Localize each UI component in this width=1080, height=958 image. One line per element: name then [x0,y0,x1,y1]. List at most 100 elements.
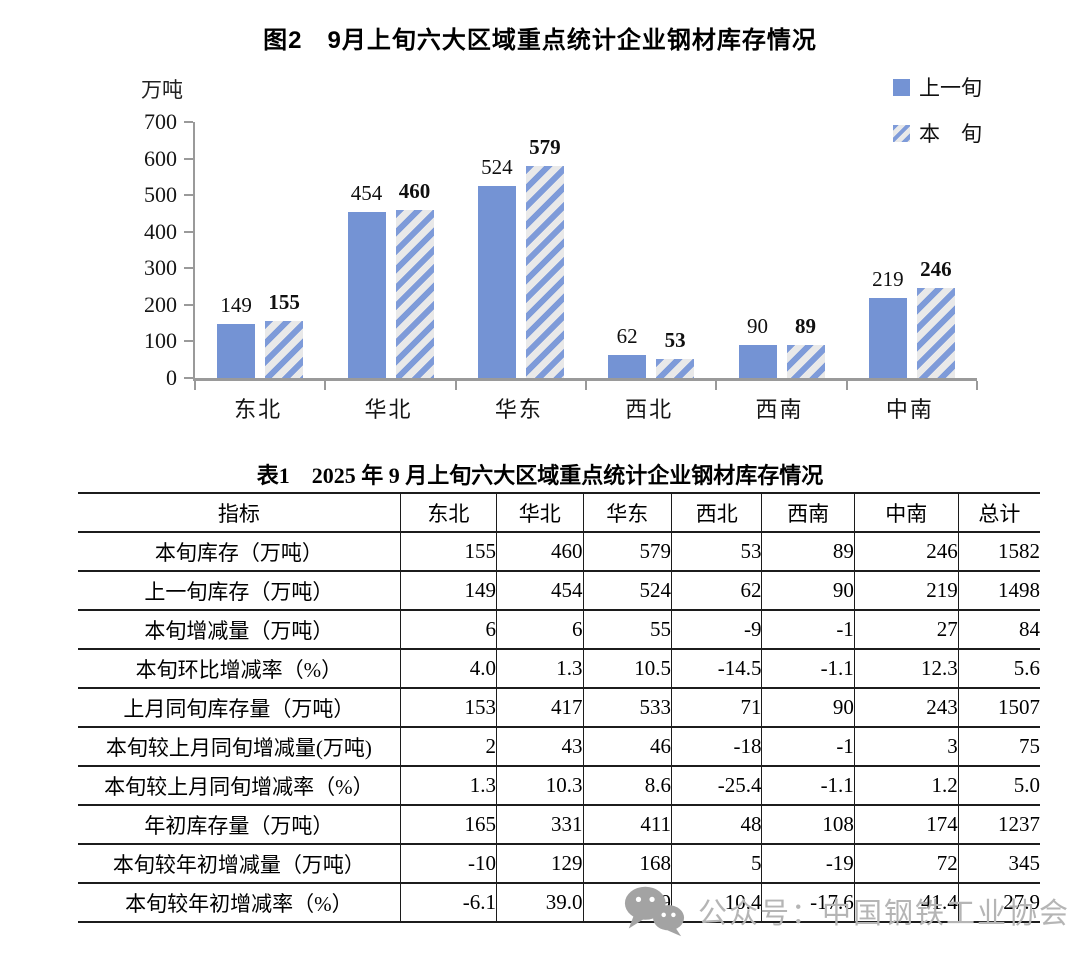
x-axis-tick [845,381,848,390]
legend-swatch-hatch [893,124,910,142]
table-cell: -1.1 [761,766,855,805]
table-cell: -6.1 [399,883,497,922]
table-row-label: 上一旬库存（万吨） [144,579,334,604]
table-cell: 331 [495,805,584,844]
table-row: 本旬较年初增减量（万吨） -10 129 168 5 -19 72 345 [78,844,1040,883]
table-cell: 165 [399,805,497,844]
table-cell: 12.3 [853,649,959,688]
table-cell: 10.3 [495,766,584,805]
table-row-label: 上月同旬库存量（万吨） [123,696,355,721]
table-cell: -17.6 [761,883,855,922]
table-row: 本旬较上月同旬增减率（%） 1.3 10.3 8.6 -25.4 -1.1 1.2 5.0 [78,766,1040,805]
table-cell: 4.0 [399,649,497,688]
bar-prev-5 [868,297,907,378]
bar-current-3 [656,358,695,378]
legend-swatch-solid [893,78,910,96]
y-axis-tick-label: 600 [144,145,177,171]
table-header-cell: 华东 [582,493,672,532]
table-cell: 5 [671,844,762,883]
table-cell: 153 [399,688,497,727]
table-row-label: 本旬较年初增减率（%） [125,891,353,916]
table-cell: 345 [957,844,1040,883]
table-cell: 89 [761,532,855,571]
y-axis-tick [184,340,193,343]
category-label: 华北 [364,397,413,422]
table-cell: 3 [853,727,959,766]
bar-prev-0 [217,323,256,378]
category-label: 中南 [885,397,934,422]
table-cell: 6 [399,610,497,649]
table-row: 本旬较上月同旬增减量(万吨) 2 43 46 -18 -1 3 75 [78,727,1040,766]
table-cell: 417 [495,688,584,727]
table-row: 本旬库存（万吨） 155 460 579 53 89 246 1582 [78,532,1040,571]
table-row: 上一旬库存（万吨） 149 454 524 62 90 219 1498 [78,571,1040,610]
bar-current-4 [786,345,825,378]
table-row: 上月同旬库存量（万吨） 153 417 533 71 90 243 1507 [78,688,1040,727]
table-cell: -1 [761,727,855,766]
table-cell: 1.3 [495,649,584,688]
bar-current-2 [525,166,564,378]
table-cell: -10 [399,844,497,883]
table-cell: 2 [399,727,497,766]
table-cell: 243 [853,688,959,727]
table-cell: 524 [582,571,672,610]
table-cell: 1507 [957,688,1040,727]
table-cell: 454 [495,571,584,610]
bar-value-label: 460 [398,178,431,203]
plot-area: 0 100 200 300 400 500 600 700 149 155 454 460 524 579… [144,109,978,390]
table-cell: 5.6 [957,649,1040,688]
table-cell: 27.9 [957,883,1040,922]
y-axis-tick-label: 300 [144,255,177,281]
bar-value-label: 246 [920,257,952,282]
table-cell: -1.1 [761,649,855,688]
category-label: 西北 [625,397,674,422]
bar-value-label: 155 [268,290,300,315]
x-axis-tick [976,381,978,390]
category-label: 西南 [755,397,804,422]
table-cell: 1237 [957,805,1040,844]
table-header-cell: 西北 [671,493,762,532]
table-cell: 155 [399,532,497,571]
table-header-cell: 东北 [399,493,497,532]
bar-current-5 [916,288,955,378]
table-cell: 149 [399,571,497,610]
legend-label: 本 旬 [919,122,982,146]
inventory-table: 指标 东北 华北 华东 西北 西南 中南 总计 本旬库存（万吨） 155 460 579 53 89 24… [78,492,1040,923]
bar-current-1 [395,209,434,378]
legend-item-previous-period: 上一旬 [893,76,982,100]
y-axis-unit-label: 万吨 [141,78,183,102]
x-axis-tick [324,381,327,390]
table-header-cell: 指标 [217,501,260,526]
table-cell: 219 [853,571,959,610]
bar-value-label: 90 [747,314,768,339]
legend-item-current-period: 本 旬 [893,122,982,146]
table-row-label: 本旬较上月同旬增减量(万吨) [105,735,372,760]
table-row-label: 本旬较上月同旬增减率（%） [104,774,374,799]
table-row: 本旬环比增减率（%） 4.0 1.3 10.5 -14.5 -1.1 12.3 5.6 [78,649,1040,688]
table-header-row: 指标 东北 华北 华东 西北 西南 中南 总计 [78,493,1040,532]
table-cell: 1582 [957,532,1040,571]
table-cell: 27 [853,610,959,649]
bar-current-0 [265,321,304,378]
y-axis-tick-label: 0 [166,365,177,390]
table-cell: -18 [671,727,762,766]
table-header-cell: 华北 [495,493,584,532]
bar-value-label: 524 [481,155,513,180]
table-cell: 90 [761,571,855,610]
table-cell: 55 [582,610,672,649]
y-axis-tick [184,230,193,233]
table-cell: -25.4 [671,766,762,805]
table-cell: 10.5 [582,649,672,688]
bar-prev-2 [477,186,516,378]
legend-label: 上一旬 [919,76,982,100]
y-axis-tick [184,267,193,270]
table-cell: 533 [582,688,672,727]
table-cell: 71 [671,688,762,727]
table-cell: 5.0 [957,766,1040,805]
table-cell: 168 [582,844,672,883]
table-row-label: 本旬库存（万吨） [154,540,323,565]
table-header-cell: 中南 [853,493,959,532]
table-row: 年初库存量（万吨） 165 331 411 48 108 174 1237 [78,805,1040,844]
table-cell: 46 [582,727,672,766]
y-axis-tick [184,377,193,379]
